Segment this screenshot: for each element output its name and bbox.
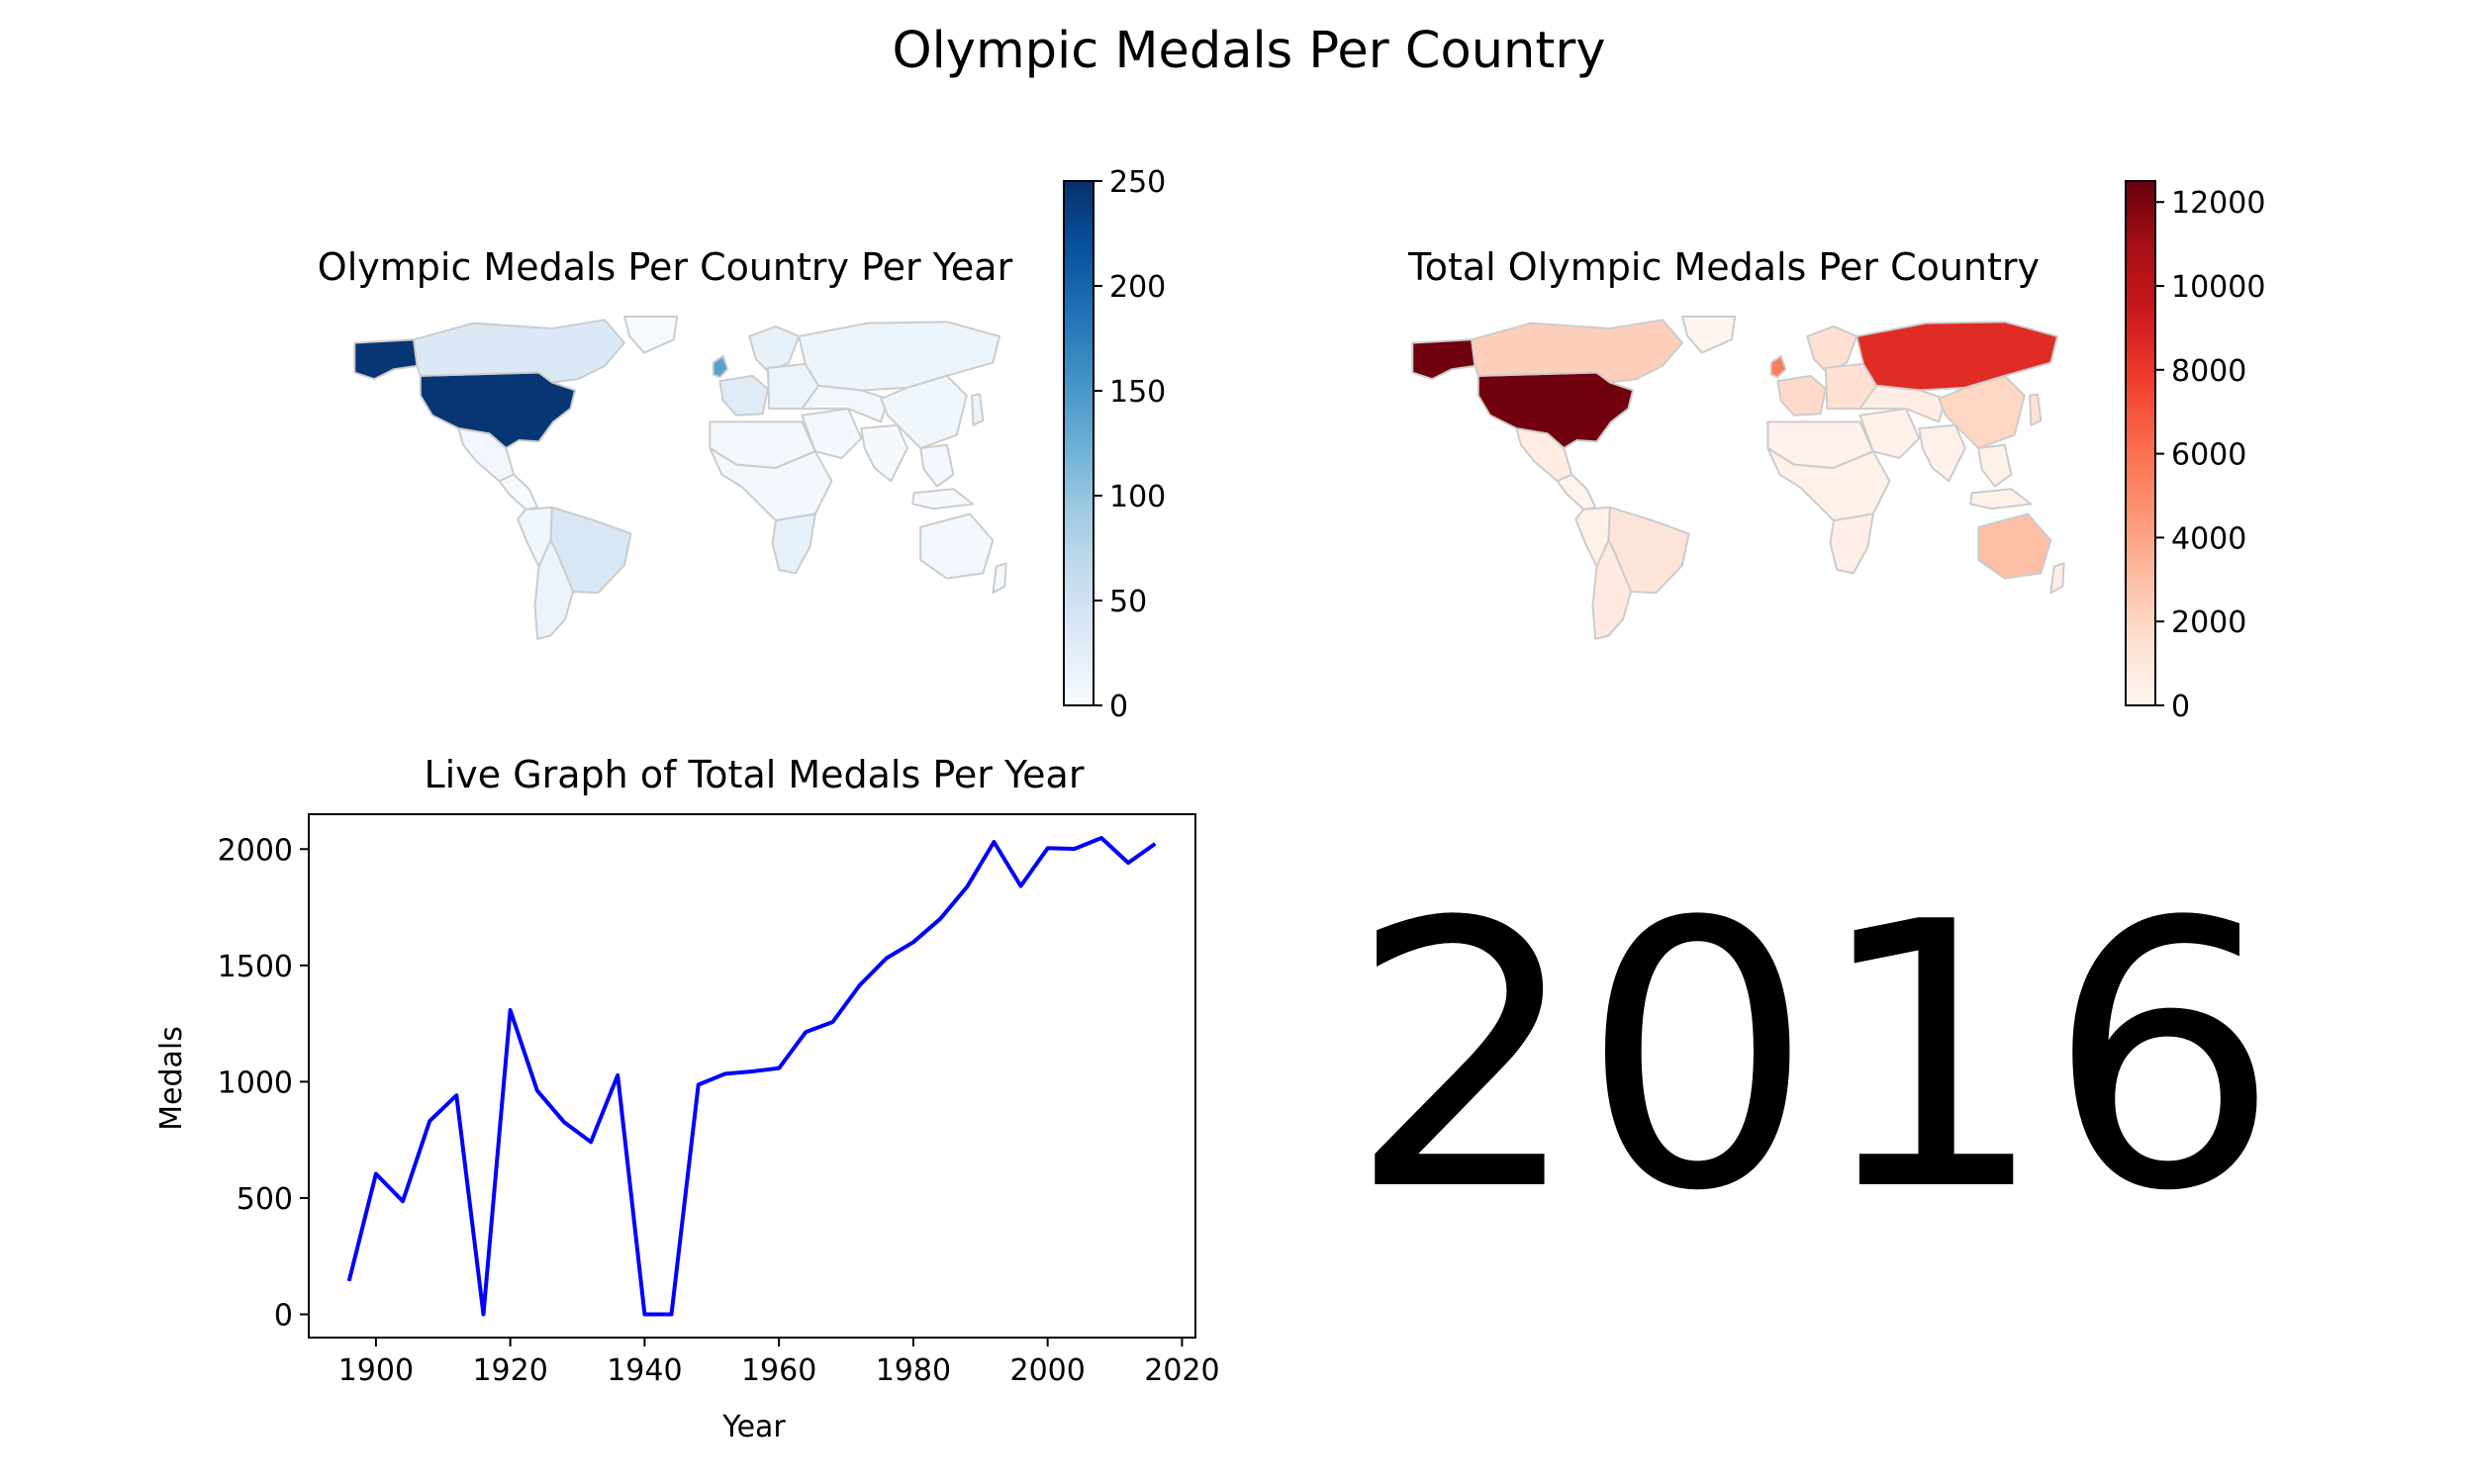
x-axis-label: Year [721,1410,786,1444]
map1-region-new-zealand [992,562,1007,595]
map1-region-australia [919,512,995,580]
map1-region-india [860,423,908,483]
map1-region-alaska [353,338,419,381]
cbar1-tick-label: 200 [1109,270,1166,305]
map2-region-russia [1856,321,2058,392]
figure-suptitle: Olympic Medals Per Country [892,22,1605,80]
medals-line-chart: Live Graph of Total Medals Per Year 1900… [154,753,1220,1444]
map1-region-united-kingdom [712,354,729,379]
y-tick-label: 1500 [218,950,293,984]
line-chart-axes: 1900 1920 1940 1960 1980 2000 2020 0 500 1000 1500… [218,813,1220,1388]
y-tick-label: 2000 [218,833,293,868]
map1-region-southern-africa [771,512,816,575]
map1-region-central-asia [801,384,889,423]
cbar2-tick-label: 6000 [2171,438,2246,473]
map2-region-alaska [1411,338,1476,381]
cbar1-bar [1063,180,1094,706]
cbar2-tick-label: 8000 [2171,354,2246,389]
map1-regions [353,316,1007,640]
current-year-display: 2016 [1348,846,2280,1271]
map2-region-japan [2029,393,2043,426]
cbar1-tick-label: 250 [1109,165,1166,200]
map1-region-china [880,374,968,449]
map2-region-china [1938,374,2026,449]
y-tick-label: 500 [237,1182,293,1217]
map1-region-western-europe [718,374,769,417]
map2-region-canada [1471,319,1683,384]
map2-region-middle-east [1858,408,1921,459]
map2-region-new-zealand [2049,562,2065,595]
map2-regions [1411,316,2065,640]
plot-frame [308,813,1196,1339]
map2-region-western-europe [1776,374,1827,417]
cbar1-tick-label: 100 [1109,480,1166,514]
x-tick-label: 1960 [741,1353,816,1388]
map2-region-indonesia [1969,488,2033,510]
map1-region-sub-saharan-africa [709,447,833,522]
x-tick-label: 1940 [607,1353,682,1388]
total-medals-map: Total Olympic Medals Per Country [1407,245,2065,640]
medals-series-line [346,836,1157,1317]
map1-region-russia [798,321,1000,392]
cbar2-tick-label: 4000 [2171,521,2246,556]
map2-region-united-states [1476,371,1635,449]
y-tick-label: 1000 [218,1066,293,1100]
medals-per-year-map: Olympic Medals Per Country Per Year [318,245,1013,640]
y-tick-label: 0 [274,1298,293,1333]
map2-region-australia [1977,512,2052,580]
y-axis-label: Medals [154,1026,189,1131]
map1-region-southeast-asia [919,443,955,488]
cbar2-bar [2125,180,2156,706]
map2-region-southern-africa [1829,512,1874,575]
map2-region-greenland [1680,316,1737,354]
map2-region-central-asia [1858,384,1947,423]
map1-region-canada [413,319,625,384]
cbar1-tick-label: 0 [1109,690,1128,724]
cbar2-tick-label: 0 [2171,690,2190,724]
map1-region-greenland [622,316,679,354]
x-tick-label: 1980 [876,1353,951,1388]
cbar1-tick-label: 150 [1109,375,1166,410]
map2-region-scandinavia [1806,325,1858,374]
x-tick-label: 2000 [1009,1353,1085,1388]
map2-region-sub-saharan-africa [1766,447,1891,522]
map2-region-southeast-asia [1977,443,2013,488]
line-chart-title: Live Graph of Total Medals Per Year [425,753,1085,796]
x-tick-label: 2020 [1144,1353,1219,1388]
map1-region-indonesia [911,488,975,510]
map2-region-india [1918,423,1966,483]
map1-title: Olympic Medals Per Country Per Year [318,245,1013,289]
map1-region-united-states [419,371,577,449]
map1-region-middle-east [801,408,863,459]
map2-region-united-kingdom [1769,354,1787,379]
x-tick-label: 1900 [338,1353,414,1388]
map1-region-southern-cone [533,539,575,640]
cbar2-tick-label: 10000 [2171,270,2265,305]
map1-region-central-america [498,473,539,510]
map2-title: Total Olympic Medals Per Country [1407,245,2040,289]
cbar2-tick-label: 12000 [2171,186,2265,221]
map2-region-central-america [1556,473,1597,510]
map1-region-japan [971,393,985,426]
x-tick-label: 1920 [472,1353,547,1388]
cbar1-tick-label: 50 [1109,585,1147,619]
cbar2-tick-label: 2000 [2171,605,2246,640]
map1-colorbar: 0 50 100 150 200 250 [1063,165,1166,724]
map2-colorbar: 0 2000 4000 6000 8000 10000 12000 [2125,180,2265,724]
map2-region-southern-cone [1591,539,1633,640]
map1-region-scandinavia [748,325,801,374]
